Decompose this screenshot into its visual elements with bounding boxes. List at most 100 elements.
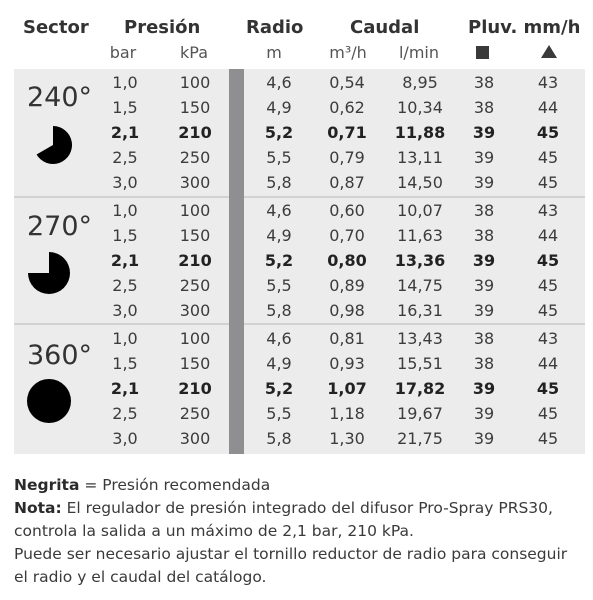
cell-m3h: 0,60 — [329, 201, 365, 220]
cell-pluv-triangle: 45 — [537, 301, 559, 320]
unit-m: m — [266, 43, 282, 62]
cell-kpa: 150 — [179, 354, 211, 373]
cell-pluv-triangle: 44 — [537, 226, 559, 245]
cell-bar: 2,1 — [110, 251, 140, 270]
cell-radio: 5,2 — [264, 123, 294, 142]
cell-pluv-square: 38 — [473, 354, 495, 373]
cell-bar: 2,1 — [110, 123, 140, 142]
table-row: 3,0 300 5,8 1,30 21,75 39 45 — [0, 427, 593, 452]
group-divider-2 — [14, 323, 585, 325]
cell-radio: 5,8 — [266, 301, 292, 320]
header-radio: Radio — [246, 17, 304, 38]
nota-line: Nota: El regulador de presión integrado … — [14, 497, 584, 543]
cell-radio: 5,5 — [266, 276, 292, 295]
cell-pluv-square: 39 — [473, 173, 495, 192]
column-separator-bar — [229, 69, 244, 454]
cell-radio: 5,8 — [266, 429, 292, 448]
cell-m3h: 0,93 — [329, 354, 365, 373]
cell-m3h: 0,80 — [327, 251, 367, 270]
nota-text: El regulador de presión integrado del di… — [14, 499, 553, 540]
cell-lmin: 17,82 — [394, 379, 446, 398]
bold-legend-text: = Presión recomendada — [79, 476, 271, 494]
cell-kpa: 250 — [179, 276, 211, 295]
cell-m3h: 1,18 — [329, 404, 365, 423]
group-240-background — [14, 69, 585, 196]
extra-note: Puede ser necesario ajustar el tornillo … — [14, 545, 568, 586]
cell-bar: 2,5 — [112, 276, 138, 295]
unit-kpa: kPa — [180, 43, 208, 62]
table-row: 2,1 210 5,2 1,07 17,82 39 45 — [0, 377, 593, 402]
cell-kpa: 250 — [179, 404, 211, 423]
cell-kpa: 210 — [178, 379, 212, 398]
table-row: 2,1 210 5,2 0,71 11,88 39 45 — [0, 121, 593, 146]
cell-pluv-square: 38 — [473, 98, 495, 117]
cell-pluv-square: 39 — [473, 301, 495, 320]
cell-kpa: 100 — [179, 329, 211, 348]
cell-lmin: 8,95 — [402, 73, 438, 92]
cell-pluv-triangle: 44 — [537, 98, 559, 117]
cell-bar: 1,0 — [112, 201, 138, 220]
unit-bar: bar — [109, 43, 137, 62]
group-270-background — [14, 198, 585, 323]
cell-m3h: 0,71 — [327, 123, 367, 142]
table-row: 3,0 300 5,8 0,98 16,31 39 45 — [0, 299, 593, 324]
cell-lmin: 11,88 — [394, 123, 446, 142]
square-icon — [476, 46, 489, 59]
cell-kpa: 300 — [179, 173, 211, 192]
cell-bar: 2,5 — [112, 404, 138, 423]
cell-pluv-triangle: 43 — [537, 73, 559, 92]
cell-radio: 4,9 — [266, 354, 292, 373]
cell-kpa: 100 — [179, 73, 211, 92]
table-row: 1,5 150 4,9 0,93 15,51 38 44 — [0, 352, 593, 377]
cell-lmin: 21,75 — [397, 429, 443, 448]
cell-radio: 5,5 — [266, 404, 292, 423]
table-row: 1,5 150 4,9 0,62 10,34 38 44 — [0, 96, 593, 121]
cell-m3h: 0,70 — [329, 226, 365, 245]
group-360-background — [14, 325, 585, 454]
cell-pluv-square: 39 — [473, 148, 495, 167]
table-row: 2,5 250 5,5 1,18 19,67 39 45 — [0, 402, 593, 427]
cell-lmin: 11,63 — [397, 226, 443, 245]
cell-kpa: 150 — [179, 98, 211, 117]
cell-pluv-square: 39 — [472, 251, 496, 270]
cell-pluv-square: 39 — [473, 276, 495, 295]
cell-radio: 4,9 — [266, 226, 292, 245]
cell-kpa: 300 — [179, 429, 211, 448]
cell-lmin: 13,36 — [394, 251, 446, 270]
header-pluv: Pluv. mm/h — [468, 17, 581, 38]
cell-bar: 1,0 — [112, 73, 138, 92]
table-row: 1,5 150 4,9 0,70 11,63 38 44 — [0, 224, 593, 249]
cell-lmin: 14,50 — [397, 173, 443, 192]
cell-bar: 3,0 — [112, 173, 138, 192]
cell-pluv-triangle: 44 — [537, 354, 559, 373]
cell-radio: 4,9 — [266, 98, 292, 117]
cell-lmin: 13,43 — [397, 329, 443, 348]
cell-lmin: 10,07 — [397, 201, 443, 220]
cell-radio: 5,5 — [266, 148, 292, 167]
cell-m3h: 0,54 — [329, 73, 365, 92]
unit-m3h: m³/h — [329, 43, 367, 62]
cell-pluv-triangle: 43 — [537, 201, 559, 220]
cell-radio: 5,8 — [266, 173, 292, 192]
cell-pluv-square: 38 — [473, 226, 495, 245]
table-row: 3,0 300 5,8 0,87 14,50 39 45 — [0, 171, 593, 196]
table-row: 1,0 100 4,6 0,54 8,95 38 43 — [0, 71, 593, 96]
cell-m3h: 0,79 — [329, 148, 365, 167]
cell-pluv-triangle: 43 — [537, 329, 559, 348]
cell-kpa: 250 — [179, 148, 211, 167]
cell-lmin: 15,51 — [397, 354, 443, 373]
cell-radio: 4,6 — [266, 201, 292, 220]
cell-pluv-triangle: 45 — [536, 251, 560, 270]
cell-m3h: 0,98 — [329, 301, 365, 320]
sector-label-240: 240° — [27, 82, 93, 113]
cell-m3h: 1,07 — [327, 379, 367, 398]
cell-pluv-square: 39 — [473, 404, 495, 423]
cell-pluv-square: 38 — [473, 329, 495, 348]
full-circle-icon — [27, 379, 71, 423]
cell-m3h: 0,87 — [329, 173, 365, 192]
cell-pluv-triangle: 45 — [537, 404, 559, 423]
cell-lmin: 16,31 — [397, 301, 443, 320]
cell-pluv-square: 39 — [472, 379, 496, 398]
cell-lmin: 14,75 — [397, 276, 443, 295]
cell-pluv-square: 39 — [472, 123, 496, 142]
